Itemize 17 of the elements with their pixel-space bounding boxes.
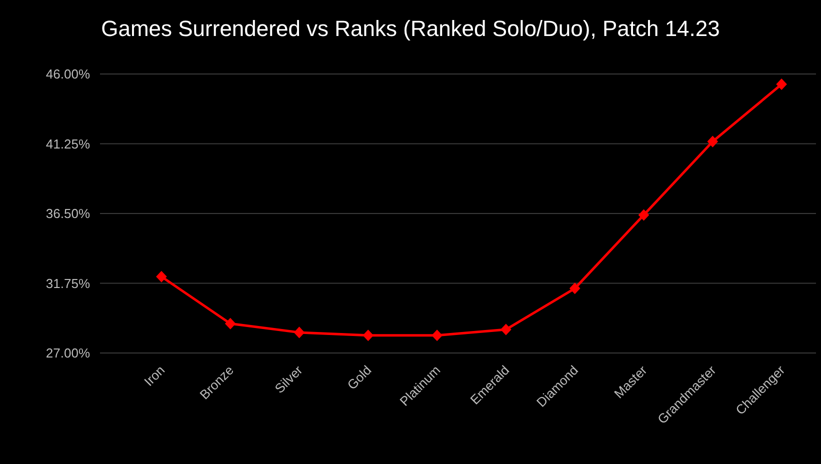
y-tick-label: 36.50%	[46, 206, 90, 222]
y-tick-label: 41.25%	[46, 136, 90, 152]
y-tick-label: 27.00%	[46, 346, 90, 361]
y-tick-label: 46.00%	[46, 66, 90, 82]
point	[638, 209, 650, 221]
point	[432, 330, 442, 342]
point	[156, 270, 167, 282]
point	[569, 282, 580, 294]
point	[362, 330, 374, 342]
point	[500, 324, 512, 336]
y-tick-label: 31.75%	[46, 276, 90, 291]
point	[294, 326, 305, 338]
point	[776, 78, 787, 90]
point	[707, 136, 718, 148]
x-tick-label: Iron	[141, 362, 168, 389]
point	[224, 318, 236, 330]
chart-title: Games Surrendered vs Ranks (Ranked Solo/Duo), Patch 14.23	[101, 16, 720, 41]
